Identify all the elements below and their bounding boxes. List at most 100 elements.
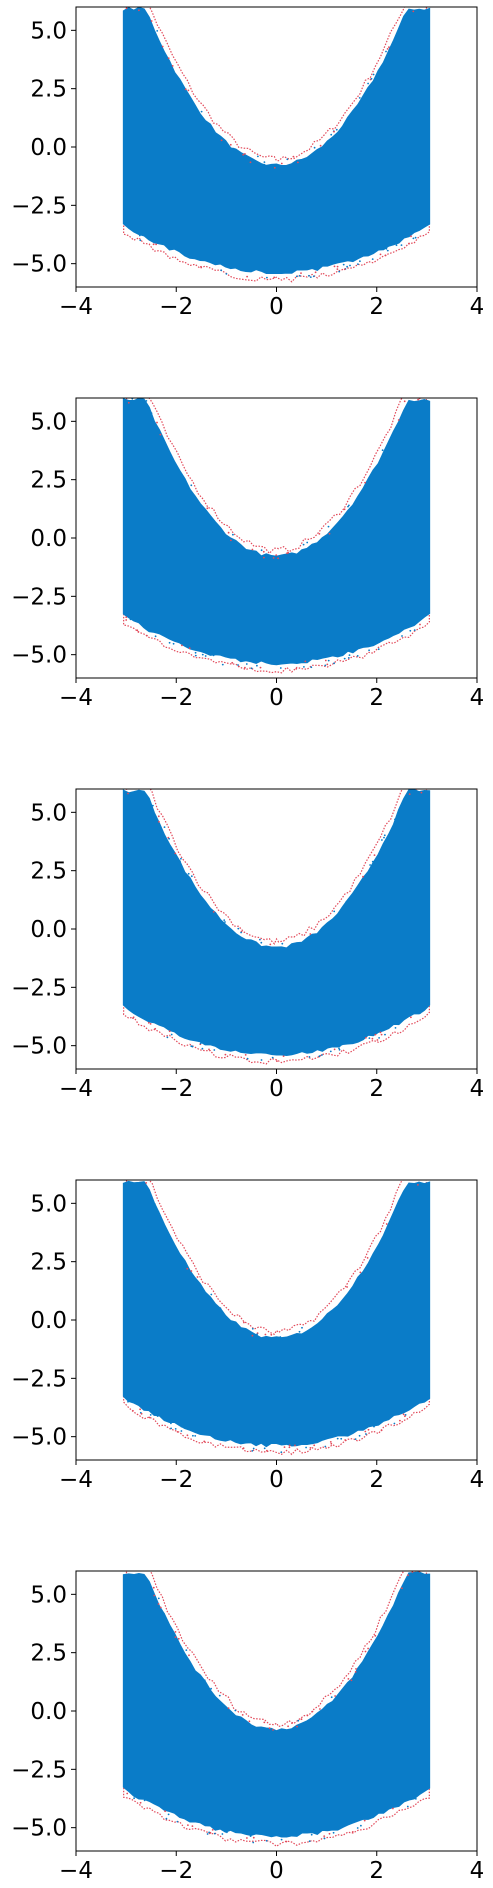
- edge-point: [229, 143, 232, 146]
- edge-point: [379, 1031, 382, 1034]
- edge-point: [364, 1650, 367, 1653]
- edge-point: [194, 1435, 197, 1437]
- edge-point: [138, 9, 140, 12]
- edge-point: [330, 1696, 333, 1699]
- edge-point: [412, 10, 415, 13]
- x-tick-label: 0: [269, 1076, 284, 1102]
- edge-point: [154, 635, 157, 638]
- edge-point: [318, 533, 321, 535]
- edge-point: [419, 1012, 422, 1014]
- edge-point: [380, 1429, 383, 1432]
- x-tick-label: 0: [269, 1467, 284, 1493]
- edge-point: [174, 1428, 177, 1430]
- edge-point: [125, 616, 128, 618]
- edge-point: [392, 433, 394, 435]
- edge-point: [266, 276, 268, 279]
- edge-point: [153, 1594, 156, 1597]
- edge-point: [397, 419, 400, 421]
- edge-point: [188, 647, 191, 650]
- edge-point: [213, 1832, 216, 1835]
- edge-point: [190, 484, 193, 487]
- edge-point: [264, 1333, 267, 1336]
- edge-point: [265, 1839, 268, 1842]
- edge-point: [282, 1053, 285, 1056]
- edge-point: [200, 265, 202, 268]
- edge-point: [237, 664, 239, 666]
- edge-point: [355, 1668, 357, 1670]
- edge-point: [321, 1054, 323, 1056]
- edge-point: [227, 531, 230, 534]
- edge-point: [180, 1430, 183, 1432]
- y-tick-label: 0.0: [30, 917, 67, 943]
- series-point-cloud: [122, 1571, 431, 1838]
- edge-point: [302, 543, 305, 546]
- edge-point: [404, 1415, 406, 1418]
- edge-point: [343, 268, 346, 271]
- edge-point: [378, 1037, 380, 1039]
- edge-point: [145, 1182, 148, 1184]
- y-tick-label: 0.0: [30, 135, 67, 161]
- edge-point: [180, 857, 182, 860]
- edge-point: [161, 45, 164, 48]
- edge-point: [136, 629, 139, 632]
- edge-point: [401, 635, 403, 637]
- edge-point: [338, 1048, 341, 1051]
- edge-point: [155, 243, 158, 246]
- edge-point: [232, 533, 234, 536]
- edge-point: [333, 265, 336, 268]
- edge-point: [257, 155, 259, 158]
- edge-point: [141, 401, 144, 404]
- edge-point: [260, 549, 263, 552]
- edge-point: [157, 1603, 160, 1605]
- edge-point: [306, 1714, 309, 1717]
- edge-point: [371, 860, 374, 863]
- edge-point: [154, 1027, 157, 1030]
- edge-point: [227, 1707, 230, 1710]
- edge-point: [272, 1729, 274, 1731]
- y-tick-label: 2.5: [30, 77, 67, 103]
- y-tick-label: −5.0: [11, 643, 67, 669]
- edge-point: [139, 239, 142, 242]
- edge-point: [255, 1443, 257, 1445]
- data-cloud: [122, 398, 431, 674]
- edge-point: [282, 1055, 285, 1057]
- edge-point: [389, 47, 391, 50]
- edge-point: [330, 1442, 333, 1445]
- edge-point: [324, 659, 327, 662]
- edge-point: [211, 1829, 214, 1831]
- edge-point: [251, 1334, 254, 1337]
- edge-point: [271, 1056, 274, 1059]
- edge-point: [256, 1333, 258, 1336]
- edge-point: [269, 943, 272, 946]
- edge-point: [393, 1422, 396, 1425]
- y-tick-label: 0.0: [30, 1308, 67, 1334]
- series-point-cloud: [122, 7, 431, 275]
- subplot-1: −4 −2 0 2 4 5.0 2.5 0.0 −2.5 −5.0: [11, 6, 484, 320]
- edge-point: [301, 1326, 303, 1329]
- edge-point: [162, 52, 165, 54]
- edge-point: [367, 1647, 369, 1650]
- edge-point: [186, 1434, 189, 1437]
- edge-point: [392, 1807, 394, 1810]
- edge-point: [244, 666, 246, 669]
- edge-point: [277, 557, 279, 560]
- edge-point: [333, 1048, 336, 1051]
- edge-point: [167, 1813, 170, 1816]
- edge-point: [300, 272, 302, 274]
- edge-point: [263, 1447, 266, 1450]
- edge-point: [420, 791, 423, 794]
- edge-point: [286, 158, 289, 161]
- edge-point: [365, 1036, 367, 1039]
- edge-point: [328, 1832, 331, 1835]
- edge-point: [249, 159, 252, 162]
- edge-point: [420, 399, 423, 402]
- edge-point: [159, 1606, 162, 1609]
- y-tick-label: −5.0: [11, 252, 67, 278]
- edge-point: [358, 1434, 361, 1437]
- edge-point: [306, 541, 309, 544]
- edge-point: [221, 663, 224, 666]
- edge-point: [201, 1047, 204, 1050]
- edge-point: [356, 1827, 359, 1829]
- edge-point: [348, 1682, 350, 1685]
- edge-point: [225, 273, 228, 275]
